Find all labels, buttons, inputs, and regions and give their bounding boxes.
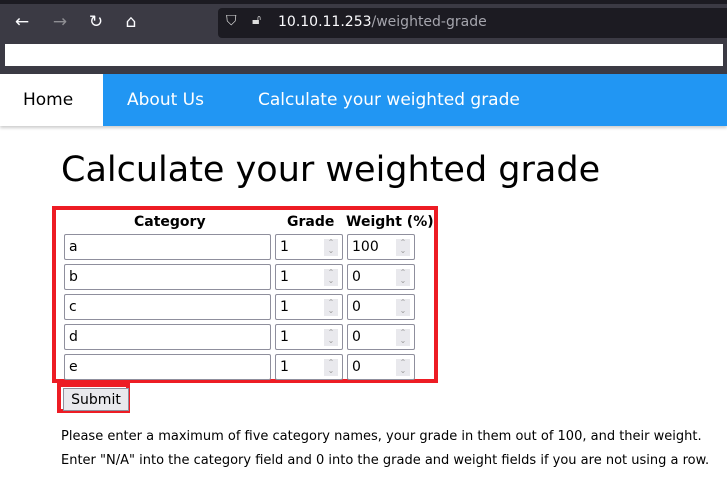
- url-text: 10.10.11.253/weighted-grade: [278, 14, 487, 30]
- grade-input[interactable]: 1 ⌃ ⌄: [275, 324, 343, 350]
- submit-highlight: Submit: [57, 383, 130, 413]
- category-input[interactable]: b: [64, 264, 271, 290]
- url-host: 10.10.11.253: [278, 14, 372, 30]
- reload-icon[interactable]: ↻: [88, 12, 104, 32]
- weight-input[interactable]: 0 ⌃ ⌄: [347, 354, 415, 380]
- grade-input[interactable]: 1 ⌃ ⌄: [275, 294, 343, 320]
- weight-value: 0: [352, 269, 361, 285]
- grade-input[interactable]: 1 ⌃ ⌄: [275, 264, 343, 290]
- navbar: Home About Us Calculate your weighted gr…: [0, 74, 727, 126]
- header-weight: Weight (%): [346, 214, 434, 230]
- weight-value: 0: [352, 329, 361, 345]
- weight-value: 100: [352, 239, 379, 255]
- grade-value: 1: [280, 269, 289, 285]
- weight-input[interactable]: 100 ⌃ ⌄: [347, 234, 415, 260]
- url-path: /weighted-grade: [371, 14, 487, 30]
- grade-value: 1: [280, 329, 289, 345]
- header-category: Category: [134, 214, 206, 230]
- shield-icon: ⛉: [226, 13, 237, 29]
- weight-spinner-icon[interactable]: ⌃ ⌄: [396, 269, 410, 286]
- weight-spinner-icon[interactable]: ⌃ ⌄: [396, 299, 410, 316]
- nav-weighted-grade[interactable]: Calculate your weighted grade: [258, 90, 520, 110]
- grade-spinner-icon[interactable]: ⌃ ⌄: [324, 239, 338, 256]
- weight-spinner-icon[interactable]: ⌃ ⌄: [396, 239, 410, 256]
- grade-input[interactable]: 1 ⌃ ⌄: [275, 354, 343, 380]
- grade-value: 1: [280, 299, 289, 315]
- grade-value: 1: [280, 239, 289, 255]
- weight-value: 0: [352, 299, 361, 315]
- instruction-line-2: Enter "N/A" into the category field and …: [61, 453, 710, 468]
- tab-strip: [0, 0, 727, 4]
- insecure-lock-icon: 🔓︎: [252, 12, 262, 28]
- weight-value: 0: [352, 359, 361, 375]
- category-input[interactable]: c: [64, 294, 271, 320]
- browser-toolbar: ← → ↻ ⌂ ⛉ 🔓︎ 10.10.11.253/weighted-grade: [0, 0, 727, 74]
- category-input[interactable]: a: [64, 234, 271, 260]
- grade-spinner-icon[interactable]: ⌃ ⌄: [324, 329, 338, 346]
- weight-input[interactable]: 0 ⌃ ⌄: [347, 294, 415, 320]
- forward-icon[interactable]: →: [52, 12, 68, 32]
- submit-button[interactable]: Submit: [63, 388, 129, 411]
- grade-value: 1: [280, 359, 289, 375]
- category-input[interactable]: e: [64, 354, 271, 380]
- instruction-line-1: Please enter a maximum of five category …: [61, 429, 702, 444]
- weight-input[interactable]: 0 ⌃ ⌄: [347, 324, 415, 350]
- nav-about-us[interactable]: About Us: [127, 90, 204, 110]
- back-icon[interactable]: ←: [14, 12, 30, 32]
- page-title: Calculate your weighted grade: [61, 150, 601, 190]
- weight-spinner-icon[interactable]: ⌃ ⌄: [396, 329, 410, 346]
- weight-spinner-icon[interactable]: ⌃ ⌄: [396, 359, 410, 376]
- grade-form: Category Grade Weight (%) a 1 ⌃ ⌄ 100 ⌃ ⌄ b 1…: [52, 206, 438, 383]
- grade-spinner-icon[interactable]: ⌃ ⌄: [324, 299, 338, 316]
- nav-home[interactable]: Home: [0, 74, 103, 126]
- weight-input[interactable]: 0 ⌃ ⌄: [347, 264, 415, 290]
- url-bar[interactable]: ⛉ 🔓︎ 10.10.11.253/weighted-grade: [218, 8, 727, 38]
- bookmarks-bar: [5, 44, 723, 66]
- header-grade: Grade: [287, 214, 335, 230]
- grade-spinner-icon[interactable]: ⌃ ⌄: [324, 269, 338, 286]
- home-icon[interactable]: ⌂: [125, 12, 137, 32]
- grade-input[interactable]: 1 ⌃ ⌄: [275, 234, 343, 260]
- grade-spinner-icon[interactable]: ⌃ ⌄: [324, 359, 338, 376]
- category-input[interactable]: d: [64, 324, 271, 350]
